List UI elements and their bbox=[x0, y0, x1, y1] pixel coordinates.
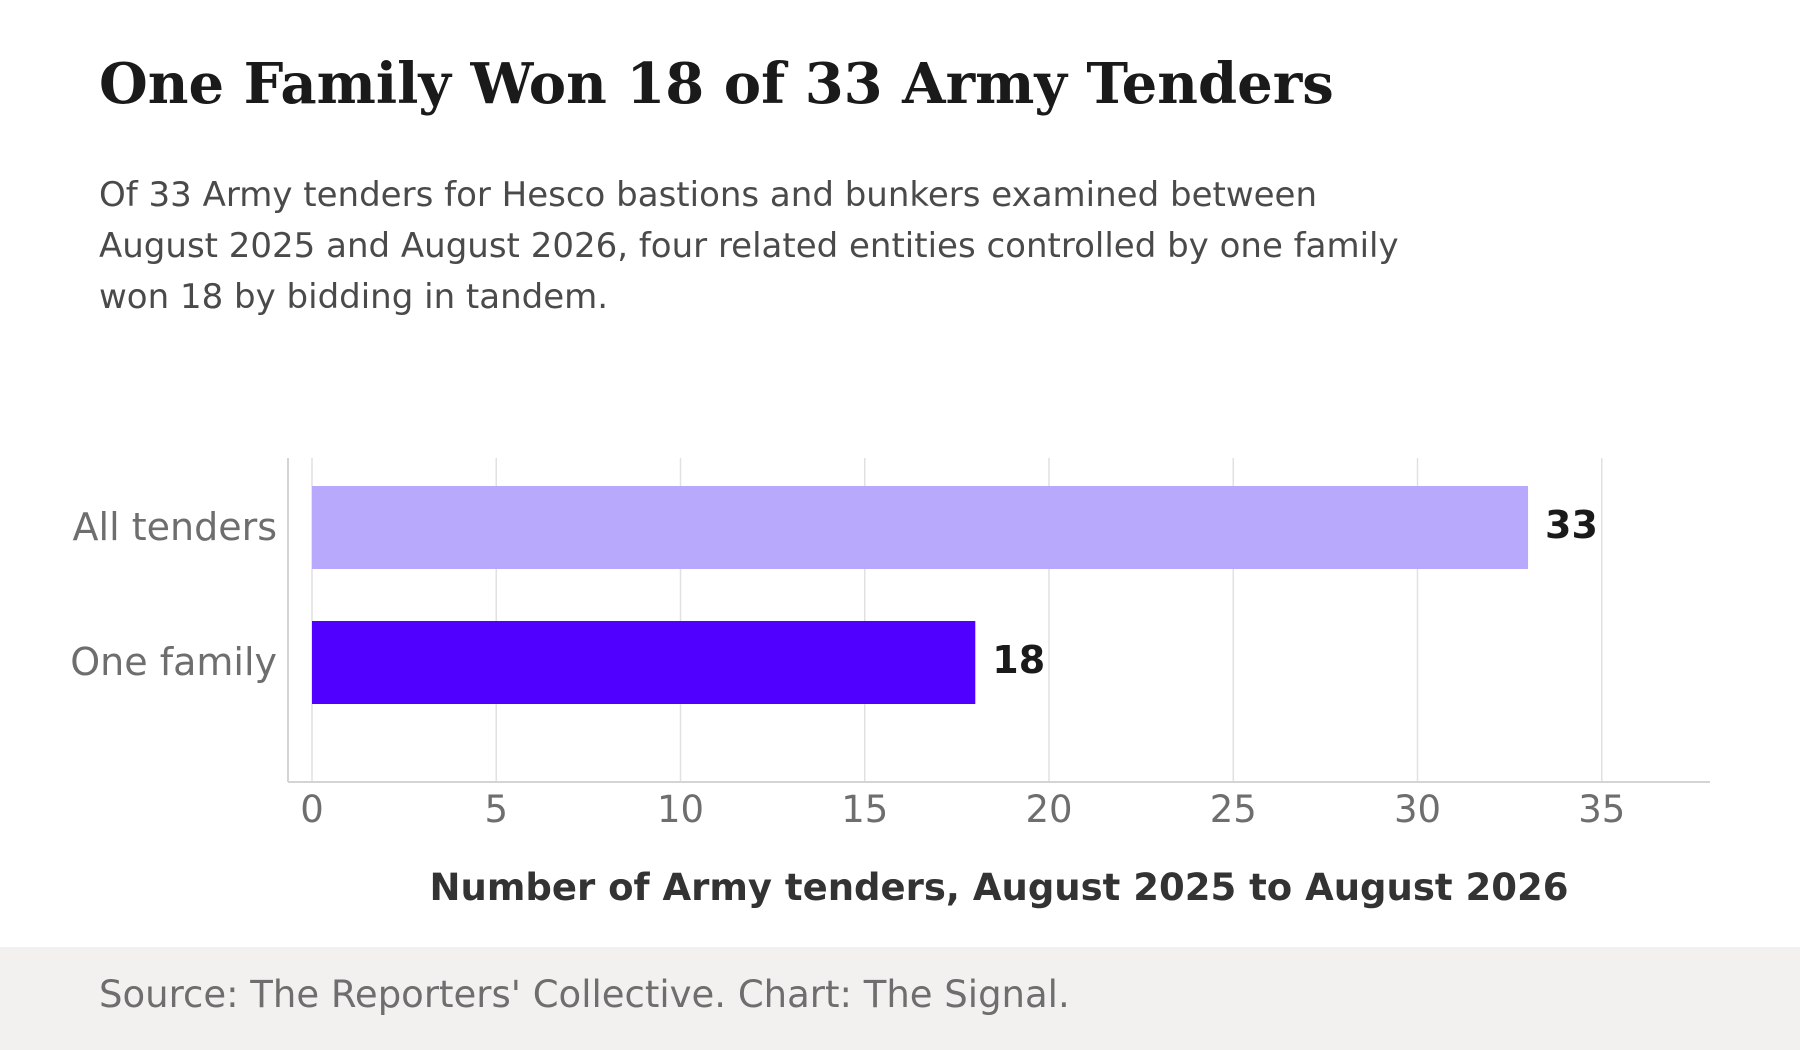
x-tick-label: 35 bbox=[1578, 788, 1625, 831]
source-credit: Source: The Reporters' Collective. Chart… bbox=[99, 973, 1070, 1016]
category-labels: All tenders One family bbox=[70, 505, 277, 684]
data-label: 33 bbox=[1545, 503, 1598, 547]
data-labels: 33 18 bbox=[992, 503, 1598, 682]
footer-bar bbox=[0, 947, 1800, 1050]
category-label: All tenders bbox=[73, 505, 277, 549]
bar-all-tenders bbox=[312, 486, 1529, 569]
chart-subtitle: Of 33 Army tenders for Hesco bastions an… bbox=[99, 175, 1399, 317]
x-axis-title: Number of Army tenders, August 2025 to A… bbox=[430, 866, 1569, 909]
x-tick-label: 5 bbox=[484, 788, 508, 831]
bar-chart: 33 18 All tenders One family 0 5 10 15 20 25 30 3… bbox=[70, 458, 1710, 909]
x-tick-label: 15 bbox=[841, 788, 888, 831]
data-label: 18 bbox=[992, 638, 1045, 682]
chart-title: One Family Won 18 of 33 Army Tenders bbox=[99, 51, 1334, 117]
category-label: One family bbox=[70, 640, 277, 684]
x-tick-label: 20 bbox=[1025, 788, 1072, 831]
bars bbox=[312, 486, 1529, 704]
x-tick-label: 30 bbox=[1394, 788, 1441, 831]
x-tick-labels: 0 5 10 15 20 25 30 35 bbox=[300, 788, 1625, 831]
bar-one-family bbox=[312, 621, 976, 704]
x-tick-label: 25 bbox=[1210, 788, 1257, 831]
x-tick-label: 10 bbox=[657, 788, 704, 831]
x-tick-label: 0 bbox=[300, 788, 324, 831]
